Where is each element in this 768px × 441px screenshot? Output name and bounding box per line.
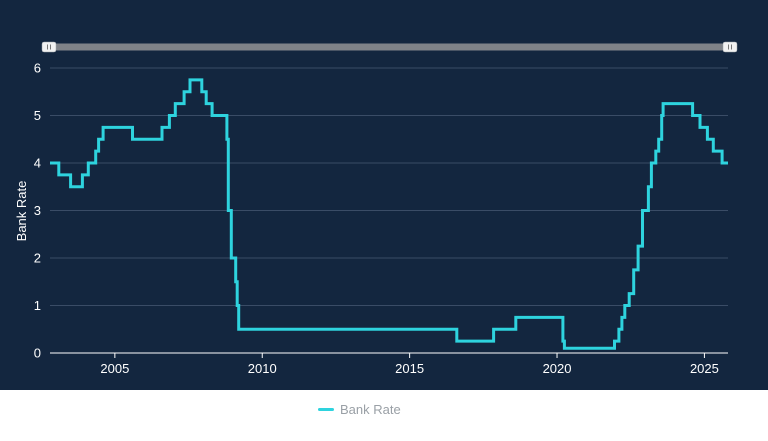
axes: 0 1 2 3 4 5 6 2005 2010 2015 2020 2025 bbox=[34, 61, 728, 376]
legend-label: Bank Rate bbox=[340, 401, 401, 417]
chart-panel bbox=[0, 0, 768, 390]
range-slider-track[interactable] bbox=[46, 43, 736, 51]
gridlines bbox=[50, 67, 728, 306]
y-tick-label: 2 bbox=[34, 251, 41, 266]
chart-svg: 0 1 2 3 4 5 6 2005 2010 2015 2020 2025 Bank Rate bbox=[14, 41, 738, 376]
y-tick-label: 5 bbox=[34, 108, 41, 123]
y-tick-label: 4 bbox=[34, 156, 41, 171]
range-slider[interactable] bbox=[41, 41, 738, 53]
legend-swatch bbox=[318, 407, 334, 411]
x-tick-label: 2010 bbox=[248, 361, 277, 376]
series-layer bbox=[50, 78, 728, 350]
y-tick-label: 1 bbox=[34, 298, 41, 313]
x-tick-label: 2020 bbox=[543, 361, 572, 376]
x-tick-label: 2025 bbox=[690, 361, 719, 376]
y-tick-label: 3 bbox=[34, 203, 41, 218]
x-tick-label: 2005 bbox=[100, 361, 129, 376]
range-slider-left-handle[interactable] bbox=[41, 41, 57, 53]
x-tick-label: 2015 bbox=[395, 361, 424, 376]
legend[interactable]: Bank Rate bbox=[318, 400, 401, 418]
y-axis-title: Bank Rate bbox=[14, 181, 29, 242]
range-slider-right-handle[interactable] bbox=[722, 41, 738, 53]
series-line-bank-rate[interactable] bbox=[50, 78, 728, 350]
y-tick-label: 6 bbox=[34, 61, 41, 76]
y-tick-label: 0 bbox=[34, 346, 41, 361]
